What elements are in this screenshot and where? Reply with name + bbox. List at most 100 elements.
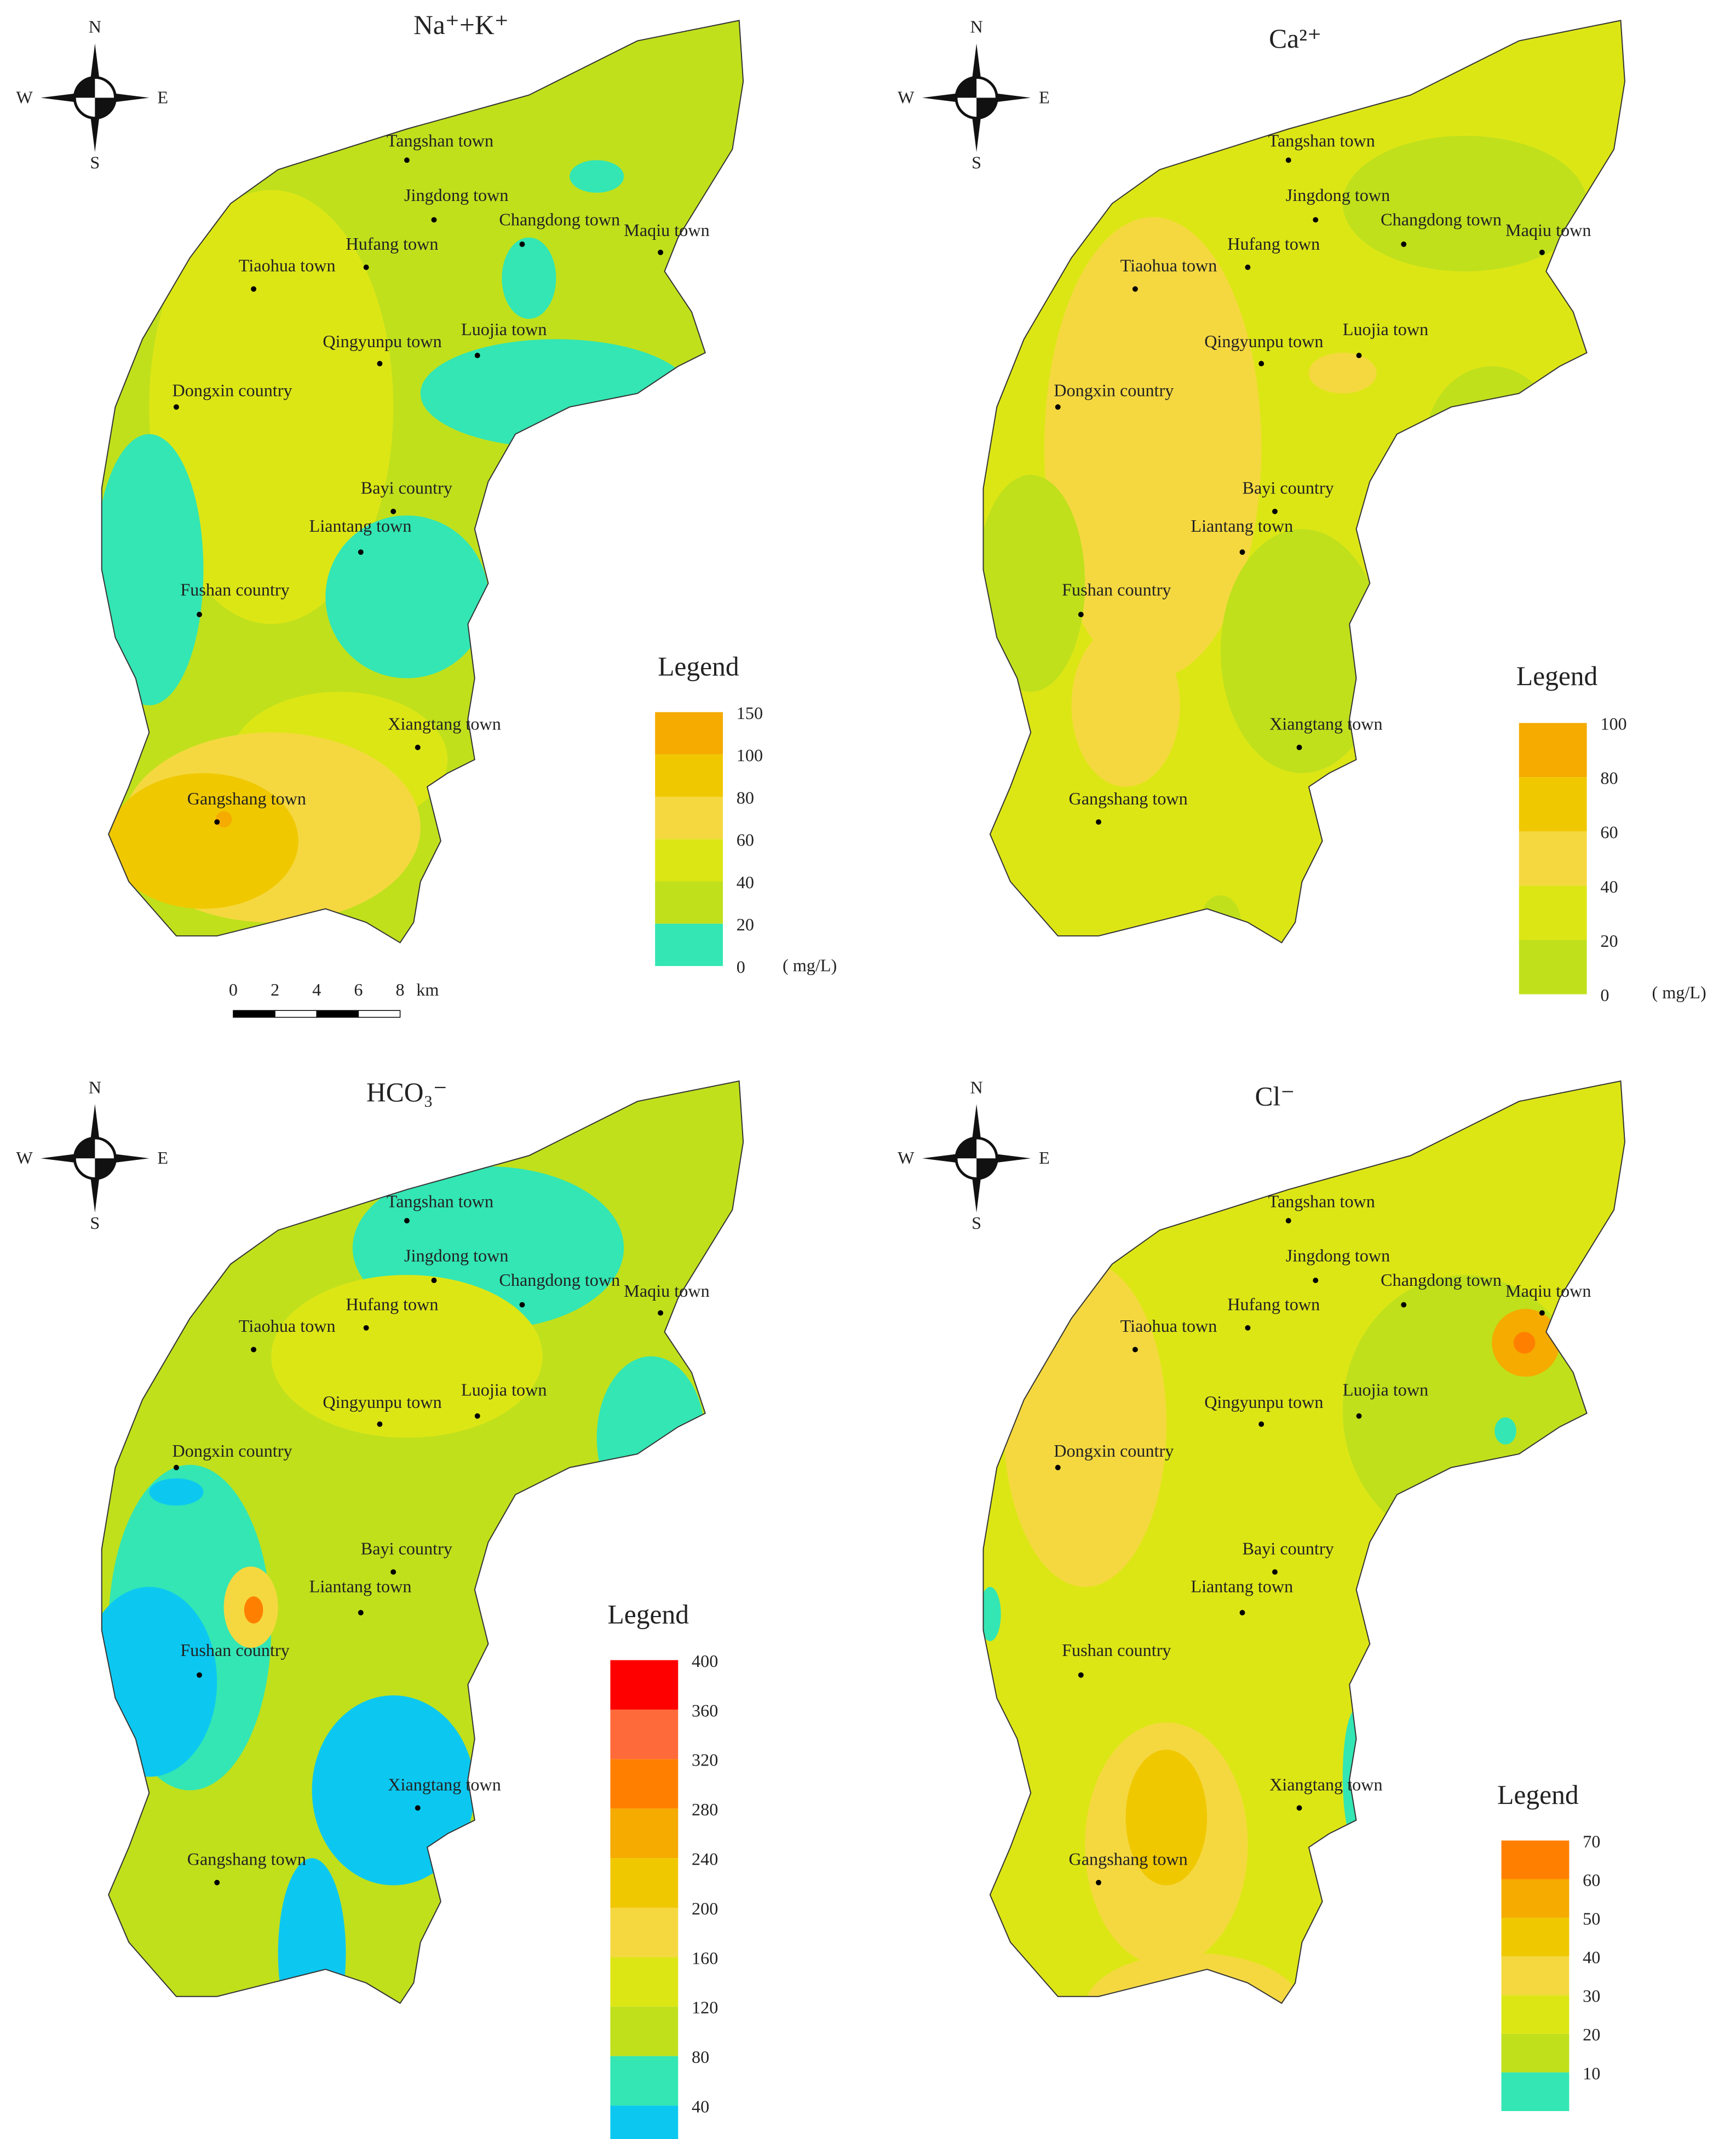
legend-label: 320 — [692, 1750, 718, 1770]
compass-label: W — [898, 87, 915, 107]
town-label: Qingyunpu town — [1204, 331, 1323, 351]
town-label: Xiangtang town — [388, 714, 501, 734]
compass-label: W — [16, 87, 33, 107]
town-label: Bayi country — [361, 478, 452, 498]
town-label: Tangshan town — [1268, 1191, 1375, 1211]
map-outline — [982, 20, 1625, 944]
town-dot — [1539, 249, 1545, 255]
town-dot — [1285, 1218, 1291, 1224]
town-label: Tangshan town — [387, 131, 493, 151]
town-dot — [474, 353, 480, 359]
compass-label: E — [1039, 1148, 1050, 1168]
contour-zone — [149, 1478, 204, 1506]
legend-swatch — [655, 712, 723, 755]
map-title: Cl⁻ — [1255, 1082, 1295, 1112]
legend-swatch — [610, 1957, 679, 2007]
town-dot — [474, 1413, 480, 1419]
town-label: Gangshang town — [187, 789, 306, 808]
scale-segment — [274, 1010, 318, 1018]
contour-zone — [983, 1586, 1001, 1641]
legend-label: 50 — [1583, 1908, 1600, 1928]
legend-title: Legend — [658, 652, 739, 682]
map — [983, 20, 1625, 943]
town-label: Xiangtang town — [1269, 1774, 1383, 1794]
scale-unit: km — [416, 980, 439, 999]
town-dot — [431, 1278, 437, 1284]
town-dot — [1245, 264, 1251, 271]
scale-segment — [316, 1010, 359, 1018]
contour-zone — [1220, 529, 1384, 773]
compass-label: N — [89, 1077, 101, 1097]
town-label: Gangshang town — [187, 1849, 306, 1869]
town-dot — [1296, 1805, 1302, 1811]
legend-label: 0 — [1600, 985, 1609, 1005]
town-dot — [415, 744, 421, 750]
map-outline — [101, 1080, 744, 2004]
compass-label: N — [970, 17, 983, 37]
town-label: Hufang town — [1227, 1295, 1320, 1314]
panel: Cl⁻ N S W E Tangshan town Jingdong town Changdo… — [898, 1077, 1625, 2111]
map-outline — [982, 1080, 1625, 2004]
contour-zone — [596, 1356, 705, 1519]
town-label: Liantang town — [1191, 516, 1293, 536]
legend-swatch — [655, 881, 723, 924]
contour-zone — [325, 515, 488, 679]
contour-zone — [149, 189, 394, 624]
legend-swatch — [1501, 2072, 1570, 2111]
contour-zone — [1424, 366, 1560, 530]
legend-swatch — [610, 1709, 679, 1760]
scale-label: 0 — [229, 980, 238, 999]
compass-label: N — [89, 17, 101, 37]
scale-segment — [233, 1010, 275, 1018]
town-dot — [214, 819, 220, 825]
legend-swatch — [610, 2056, 679, 2106]
town-dot — [390, 508, 396, 514]
compass-label: E — [1039, 87, 1050, 107]
town-label: Fushan country — [180, 1640, 289, 1660]
town-label: Changdong town — [499, 209, 620, 229]
legend-swatch — [655, 839, 723, 882]
scale-label: 4 — [312, 980, 321, 999]
town-dot — [519, 1302, 525, 1308]
town-dot — [358, 549, 364, 555]
legend-swatch — [1501, 1995, 1570, 2034]
town-dot — [1539, 1310, 1545, 1316]
town-label: Maqiu town — [624, 1281, 709, 1301]
town-dot — [197, 1672, 203, 1678]
legend-label: 80 — [692, 2047, 709, 2067]
town-dot — [415, 1805, 421, 1811]
legend-unit: ( mg/L) — [783, 955, 837, 975]
legend-label: 60 — [1583, 1870, 1600, 1890]
legend: Legend 100 80 60 40 20 0 ( mg/L) — [1516, 661, 1706, 1005]
legend-label: 100 — [737, 745, 763, 765]
town-dot — [197, 612, 203, 618]
contour-zone — [1044, 217, 1262, 679]
town-label: Gangshang town — [1069, 1849, 1188, 1869]
legend-label: 40 — [737, 872, 754, 892]
legend: Legend 400 360 320 280 240 200 160 120 80 40 — [608, 1600, 718, 2139]
town-dot — [1401, 1302, 1407, 1308]
legend: Legend 150 100 80 60 40 20 0 ( mg/L) — [655, 652, 837, 976]
legend-label: 40 — [1600, 877, 1618, 896]
town-label: Jingdong town — [404, 1245, 508, 1265]
legend-swatch — [610, 2106, 679, 2139]
compass-label: S — [90, 152, 100, 172]
contour-zone — [278, 1858, 346, 2004]
contour-zone — [1308, 353, 1377, 394]
town-dot — [1132, 1347, 1138, 1353]
legend-swatch — [1501, 1840, 1570, 1879]
town-label: Fushan country — [180, 579, 289, 599]
town-label: Xiangtang town — [388, 1774, 501, 1794]
town-dot — [404, 1218, 410, 1224]
legend-label: 160 — [692, 1948, 718, 1968]
legend-label: 10 — [1583, 2063, 1600, 2083]
compass-label: E — [157, 1148, 168, 1168]
town-label: Fushan country — [1062, 1640, 1171, 1660]
town-dot — [390, 1569, 396, 1575]
compass-label: N — [970, 1077, 983, 1097]
town-label: Dongxin country — [1054, 1441, 1174, 1461]
compass-quadrant — [956, 1138, 997, 1179]
town-label: Tiaohua town — [1120, 1316, 1217, 1336]
